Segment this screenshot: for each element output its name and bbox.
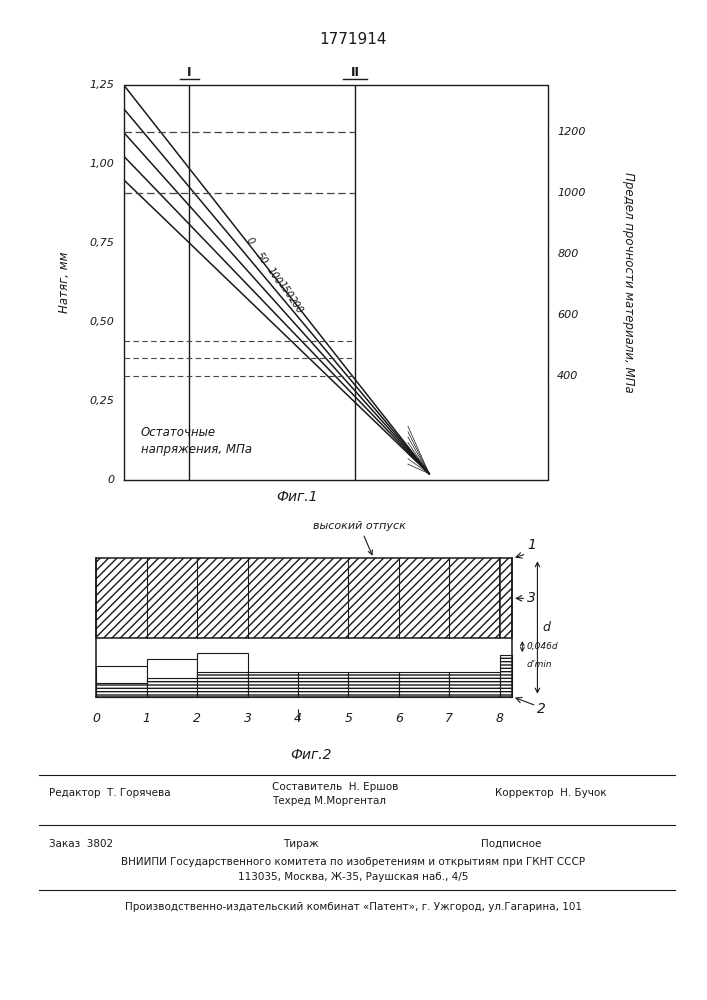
Bar [500,655,513,697]
Text: Тираж: Тираж [283,839,318,849]
Text: 1,00: 1,00 [90,159,115,169]
Text: Редактор  Т. Горячева: Редактор Т. Горячева [49,788,171,798]
Text: 100: 100 [265,265,284,286]
Text: Техред М.Моргентал: Техред М.Моргентал [272,796,386,806]
Text: Фиг.2: Фиг.2 [291,748,332,762]
Text: 4: 4 [294,712,302,725]
Text: 0: 0 [93,712,100,725]
Text: 1771914: 1771914 [320,32,387,47]
Bar [500,558,513,638]
Text: 5: 5 [344,712,352,725]
Text: ВНИИПИ Государственного комитета по изобретениям и открытиям при ГКНТ СССР: ВНИИПИ Государственного комитета по изоб… [122,857,585,867]
Text: 1200: 1200 [557,127,586,137]
Bar [449,672,500,697]
Bar [500,655,513,697]
Text: 800: 800 [557,249,578,259]
Text: Производственно-издательский комбинат «Патент», г. Ужгород, ул.Гагарина, 101: Производственно-издательский комбинат «П… [125,902,582,912]
Text: 600: 600 [557,310,578,320]
Text: I: I [187,66,192,79]
Text: 1: 1 [143,712,151,725]
Text: 50: 50 [255,251,270,267]
Text: 3: 3 [244,712,252,725]
Bar [96,666,147,697]
Text: Фиг.1: Фиг.1 [276,490,317,504]
Text: d’min: d’min [526,660,552,669]
Text: 8: 8 [496,712,503,725]
Bar [147,678,197,697]
Bar [197,653,247,697]
Bar [147,678,197,697]
Bar [247,672,298,697]
Text: 0,046d: 0,046d [526,642,558,651]
Text: 2: 2 [193,712,201,725]
Text: Заказ  3802: Заказ 3802 [49,839,114,849]
Text: Натяг, мм: Натяг, мм [58,252,71,313]
Bar [349,672,399,697]
Text: Составитель  Н. Ершов: Составитель Н. Ершов [272,782,399,792]
Text: Предел прочности материали, МПа: Предел прочности материали, МПа [622,172,635,393]
Text: 400: 400 [557,371,578,381]
Text: 113035, Москва, Ж-35, Раушская наб., 4/5: 113035, Москва, Ж-35, Раушская наб., 4/5 [238,872,469,882]
Bar [500,558,513,638]
Bar [96,683,147,697]
Text: Корректор  Н. Бучок: Корректор Н. Бучок [495,788,607,798]
Text: 0: 0 [107,475,115,485]
Text: высокий отпуск: высокий отпуск [313,521,406,555]
Bar [96,666,147,697]
Text: d: d [542,621,550,634]
Bar [197,672,247,697]
Bar [298,672,349,697]
Text: 0: 0 [244,236,256,247]
Bar [96,683,147,697]
Text: 150: 150 [276,280,295,301]
Bar [449,672,500,697]
Bar [298,672,349,697]
Bar [247,672,298,697]
Text: 2: 2 [537,702,547,716]
Text: 0,25: 0,25 [90,396,115,406]
Text: 1: 1 [527,538,536,552]
Text: 200: 200 [286,295,305,316]
Bar [147,659,197,697]
Bar [399,672,449,697]
Text: Подписное: Подписное [481,839,541,849]
Text: 3: 3 [527,591,536,605]
Text: 0,50: 0,50 [90,317,115,327]
Bar [349,672,399,697]
Bar [96,558,500,638]
Bar [197,653,247,697]
Text: Остаточные
напряжения, МПа: Остаточные напряжения, МПа [141,426,252,456]
Text: 1,25: 1,25 [90,80,115,90]
Text: 7: 7 [445,712,453,725]
Bar [96,558,500,638]
Bar [399,672,449,697]
Text: 1000: 1000 [557,188,586,198]
Text: II: II [351,66,359,79]
Text: 6: 6 [395,712,403,725]
Text: 0,75: 0,75 [90,238,115,248]
Bar [147,659,197,697]
Bar [197,672,247,697]
